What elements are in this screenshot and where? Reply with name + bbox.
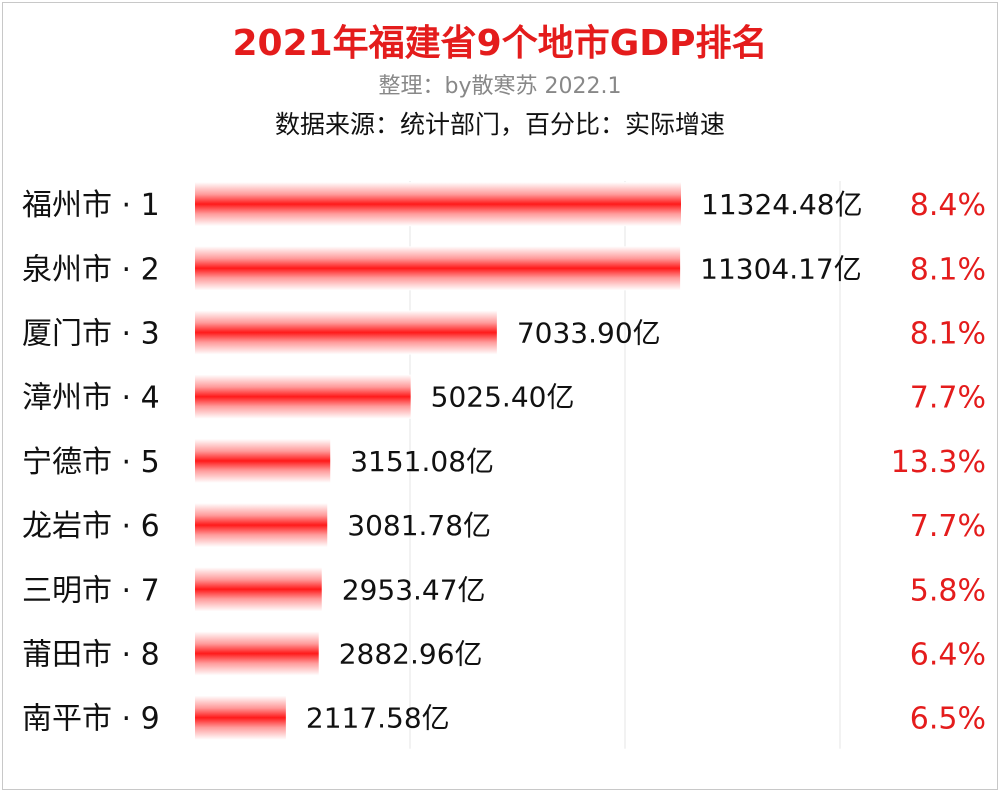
category-label: 三明市 · 7 xyxy=(22,573,160,608)
labels: 福州市 · 1 11324.48亿 8.4% 泉州市 · 2 11304.17亿 8.1%… xyxy=(22,188,986,737)
growth-rate-label: 7.7% xyxy=(910,509,986,544)
growth-rate-label: 8.1% xyxy=(910,317,986,352)
value-label: 7033.90亿 xyxy=(517,317,661,350)
category-label: 福州市 · 1 xyxy=(22,188,160,223)
bar xyxy=(195,631,319,676)
value-label: 3081.78亿 xyxy=(347,509,491,542)
growth-rate-label: 5.8% xyxy=(910,573,986,608)
bar xyxy=(195,374,411,419)
category-label: 泉州市 · 2 xyxy=(22,252,160,287)
bar xyxy=(195,246,681,291)
category-label: 漳州市 · 4 xyxy=(22,381,160,416)
value-label: 2953.47亿 xyxy=(342,573,486,606)
growth-rate-label: 6.4% xyxy=(910,638,986,673)
bar xyxy=(195,567,322,612)
value-label: 5025.40亿 xyxy=(431,381,575,414)
bars xyxy=(195,182,681,740)
value-label: 3151.08亿 xyxy=(350,445,494,478)
value-label: 11304.17亿 xyxy=(700,252,862,285)
growth-rate-label: 13.3% xyxy=(891,445,986,480)
growth-rate-label: 8.1% xyxy=(910,252,986,287)
category-label: 厦门市 · 3 xyxy=(22,317,160,352)
value-label: 2117.58亿 xyxy=(306,702,450,735)
growth-rate-label: 7.7% xyxy=(910,381,986,416)
bar xyxy=(195,695,286,740)
bar xyxy=(195,310,497,355)
bar xyxy=(195,503,328,548)
bar xyxy=(195,182,681,227)
category-label: 南平市 · 9 xyxy=(22,702,160,737)
category-label: 莆田市 · 8 xyxy=(22,638,160,673)
value-label: 2882.96亿 xyxy=(339,638,483,671)
value-label: 11324.48亿 xyxy=(701,188,863,221)
data-source-note: 数据来源：统计部门，百分比：实际增速 xyxy=(274,110,725,139)
chart-subtitle: 整理：by散寒苏 2022.1 xyxy=(378,74,622,99)
category-label: 龙岩市 · 6 xyxy=(22,509,160,544)
chart-title: 2021年福建省9个地市GDP排名 xyxy=(232,23,768,64)
category-label: 宁德市 · 5 xyxy=(22,445,160,480)
bar xyxy=(195,438,331,483)
growth-rate-label: 6.5% xyxy=(910,702,986,737)
growth-rate-label: 8.4% xyxy=(910,188,986,223)
